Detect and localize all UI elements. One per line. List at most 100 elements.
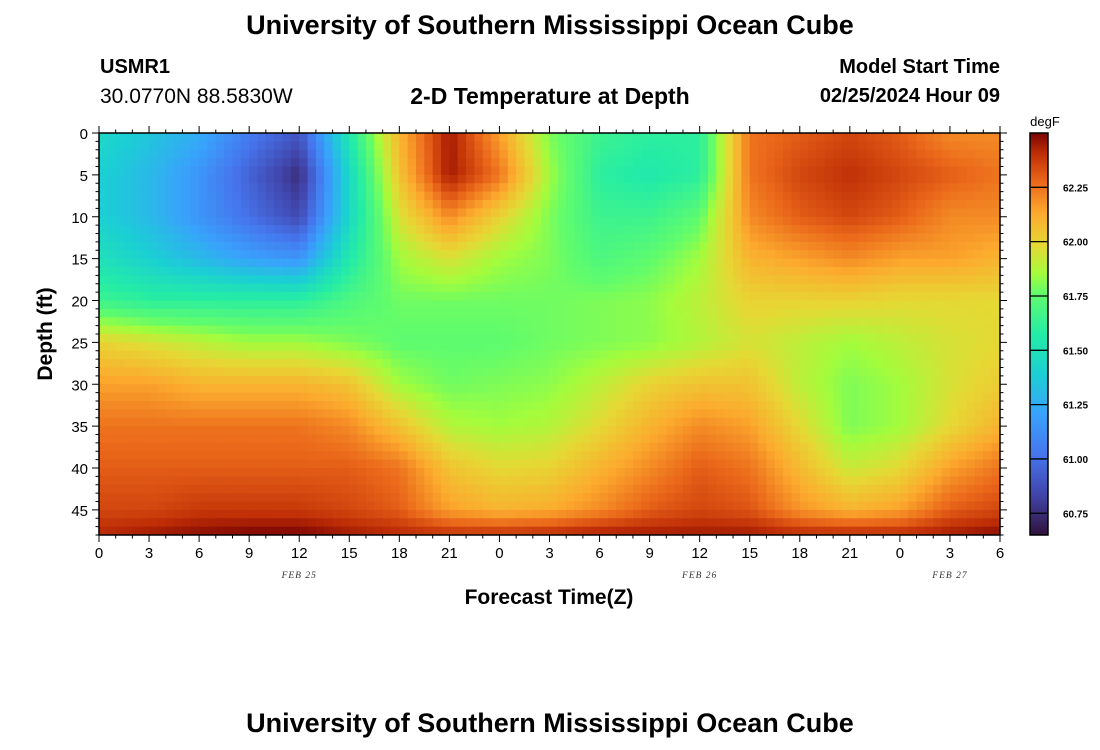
heatmap-cell	[374, 200, 384, 209]
heatmap-cell	[582, 367, 592, 377]
heatmap-cell	[315, 200, 325, 209]
heatmap-cell	[491, 392, 501, 402]
heatmap-cell	[708, 308, 717, 318]
heatmap-cell	[949, 216, 959, 226]
heatmap-cell	[891, 283, 901, 293]
heatmap-cell	[474, 342, 484, 352]
heatmap-cell	[883, 225, 893, 235]
heatmap-cell	[733, 258, 742, 268]
heatmap-cell	[165, 434, 175, 444]
heatmap-cell	[632, 267, 642, 276]
heatmap-cell	[457, 384, 467, 394]
heatmap-cell	[457, 283, 467, 293]
heatmap-cell	[232, 451, 242, 461]
heatmap-cell	[374, 141, 384, 151]
heatmap-cell	[774, 158, 784, 168]
heatmap-cell	[249, 409, 259, 419]
heatmap-cell	[424, 166, 434, 176]
heatmap-cell	[874, 200, 884, 209]
heatmap-cell	[632, 501, 642, 511]
heatmap-cell	[232, 133, 242, 142]
heatmap-cell	[899, 174, 909, 184]
heatmap-cell	[224, 334, 234, 343]
heatmap-cell	[99, 158, 108, 168]
heatmap-cell	[307, 317, 317, 327]
heatmap-cell	[916, 158, 926, 168]
heatmap-cell	[824, 183, 834, 193]
heatmap-cell	[349, 292, 359, 302]
heatmap-cell	[290, 434, 300, 444]
heatmap-cell	[966, 442, 976, 452]
heatmap-cell	[582, 359, 592, 369]
heatmap-cell	[557, 183, 567, 193]
heatmap-cell	[340, 484, 350, 494]
heatmap-cell	[182, 459, 192, 469]
heatmap-cell	[791, 250, 801, 260]
heatmap-cell	[357, 141, 367, 151]
heatmap-cell	[482, 484, 492, 494]
heatmap-cell	[574, 459, 584, 469]
heatmap-cell	[349, 434, 359, 444]
heatmap-cell	[315, 308, 325, 318]
heatmap-cell	[365, 375, 375, 385]
heatmap-cell	[716, 174, 726, 184]
heatmap-cell	[899, 149, 909, 159]
heatmap-cell	[733, 417, 742, 427]
heatmap-cell	[983, 149, 993, 159]
heatmap-cell	[908, 401, 918, 410]
heatmap-cell	[983, 317, 993, 327]
heatmap-cell	[207, 183, 217, 193]
heatmap-cell	[307, 509, 317, 519]
heatmap-cell	[933, 409, 943, 419]
heatmap-cell	[799, 434, 809, 444]
heatmap-cell	[983, 308, 993, 318]
heatmap-cell	[174, 141, 184, 151]
heatmap-cell	[566, 258, 576, 268]
heatmap-cell	[449, 334, 459, 343]
heatmap-cell	[741, 308, 751, 318]
heatmap-cell	[265, 283, 275, 293]
heatmap-cell	[549, 292, 559, 302]
heatmap-cell	[916, 426, 926, 436]
heatmap-cell	[833, 442, 843, 452]
heatmap-cell	[215, 183, 225, 193]
heatmap-cell	[816, 149, 826, 159]
heatmap-cell	[758, 166, 767, 176]
heatmap-cell	[282, 459, 292, 469]
heatmap-cell	[624, 283, 634, 293]
heatmap-cell	[858, 174, 868, 184]
heatmap-cell	[657, 384, 667, 394]
heatmap-cell	[124, 200, 133, 209]
heatmap-cell	[174, 476, 184, 486]
heatmap-cell	[708, 166, 717, 176]
heatmap-cell	[449, 133, 459, 142]
heatmap-cell	[424, 451, 434, 461]
heatmap-cell	[883, 300, 893, 310]
heatmap-cell	[466, 317, 476, 327]
heatmap-cell	[324, 200, 334, 209]
heatmap-cell	[849, 317, 859, 327]
heatmap-cell	[682, 392, 692, 402]
heatmap-cell	[766, 191, 776, 201]
heatmap-cell	[616, 325, 626, 335]
heatmap-cell	[549, 384, 559, 394]
heatmap-cell	[899, 267, 909, 276]
heatmap-cell	[774, 409, 784, 419]
heatmap-cell	[124, 409, 133, 419]
heatmap-cell	[190, 283, 200, 293]
heatmap-cell	[466, 359, 476, 369]
heatmap-cell	[541, 300, 551, 310]
heatmap-cell	[374, 267, 384, 276]
heatmap-cell	[115, 459, 125, 469]
heatmap-cell	[199, 518, 209, 528]
heatmap-cell	[833, 384, 843, 394]
heatmap-cell	[641, 183, 651, 193]
heatmap-cell	[783, 392, 793, 402]
heatmap-cell	[924, 501, 934, 511]
heatmap-cell	[157, 518, 167, 528]
heatmap-cell	[899, 191, 909, 201]
heatmap-cell	[165, 308, 175, 318]
heatmap-cell	[949, 208, 959, 218]
heatmap-cell	[132, 509, 142, 519]
